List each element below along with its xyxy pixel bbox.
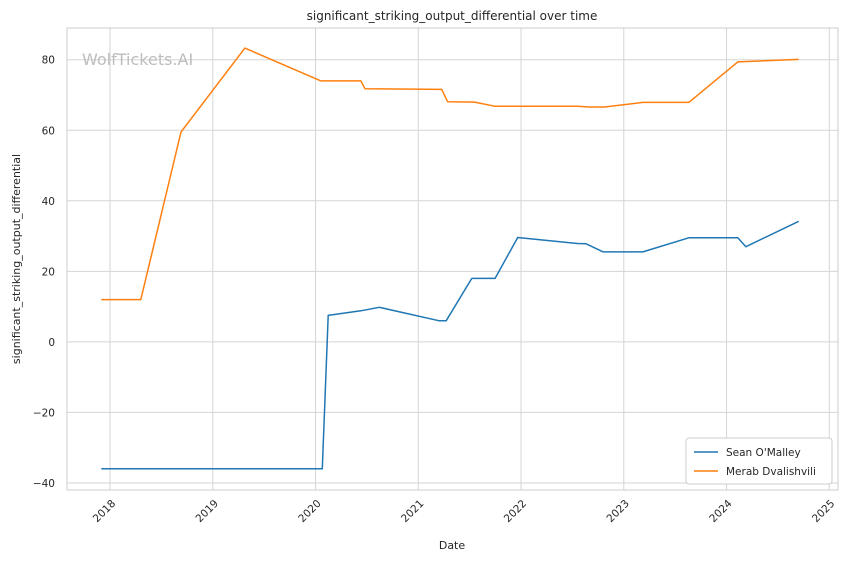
chart-title: significant_striking_output_differential… [307, 9, 598, 23]
grid [67, 28, 838, 490]
legend-label-omalley: Sean O'Malley [726, 447, 801, 459]
legend: Sean O'Malley Merab Dvalishvili [685, 437, 833, 485]
y-tick-label: −20 [33, 407, 55, 419]
series-line-dvalishvili [101, 47, 799, 301]
x-tick-label: 2020 [296, 498, 323, 525]
y-tick-label: 40 [42, 196, 55, 208]
legend-box [685, 437, 833, 485]
x-tick-label: 2022 [502, 498, 529, 525]
y-tick-label: 0 [48, 337, 55, 349]
y-tick-label: −40 [33, 478, 55, 490]
x-tick-label: 2019 [194, 498, 221, 525]
series-group [101, 47, 800, 470]
plot-frame [66, 27, 839, 491]
x-tick-label: 2023 [605, 498, 632, 525]
watermark: WolfTickets.AI [82, 50, 193, 69]
y-tick-label: 80 [42, 55, 55, 67]
legend-label-dvalishvili: Merab Dvalishvili [726, 466, 816, 478]
x-axis-label: Date [439, 539, 466, 552]
x-tick-labels: 2018 2019 2020 2021 2022 2023 2024 2025 [91, 497, 838, 525]
x-tick-label: 2021 [399, 498, 426, 525]
x-tick-label: 2024 [707, 497, 735, 525]
series-line-omalley [101, 220, 800, 470]
x-tick-label: 2018 [91, 498, 118, 525]
y-tick-labels: −40 −20 0 20 40 60 80 [33, 55, 55, 490]
y-axis-label: significant_striking_output_differential [10, 154, 23, 364]
y-tick-label: 60 [42, 125, 55, 137]
x-tick-label: 2025 [810, 498, 837, 525]
y-tick-label: 20 [42, 266, 55, 278]
